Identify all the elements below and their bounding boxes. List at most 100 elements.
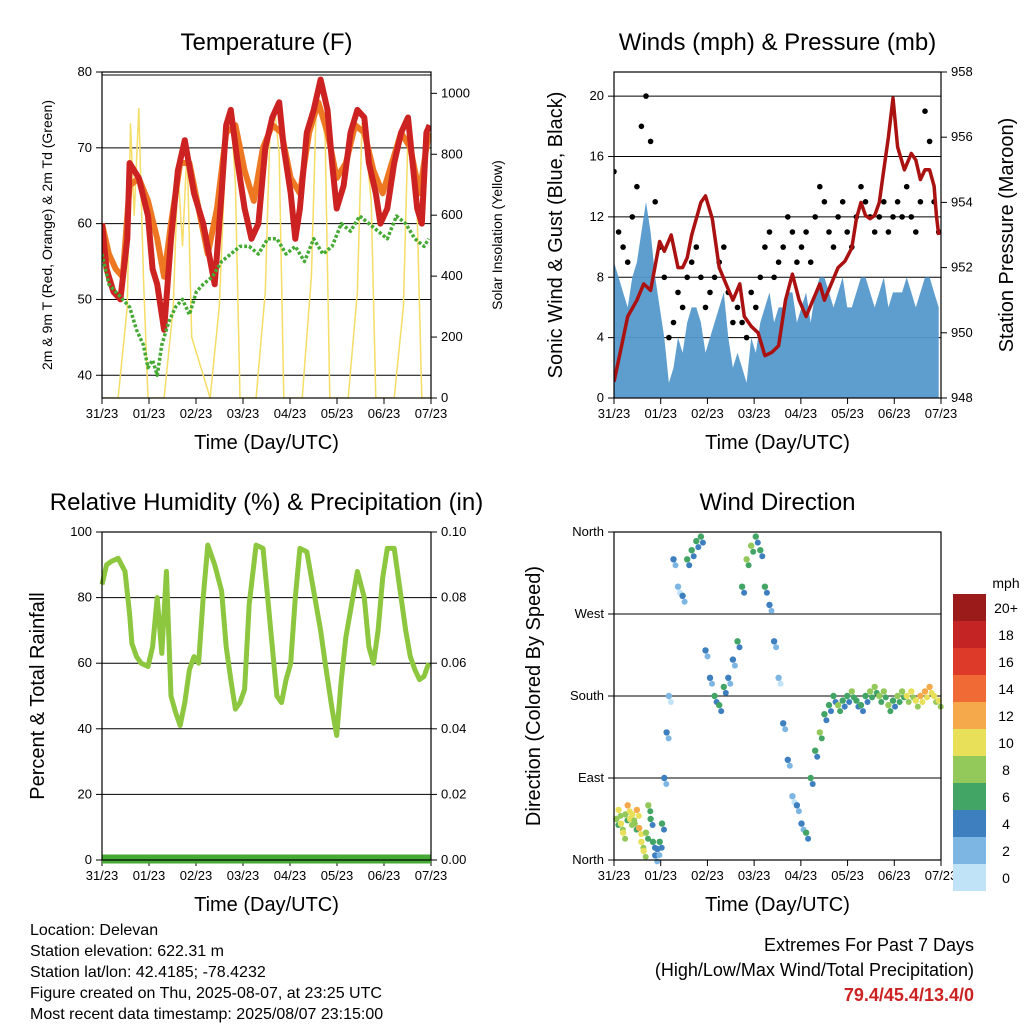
winds-point-gust bbox=[762, 244, 768, 250]
temperature-plot-area bbox=[102, 76, 431, 398]
humidity-xtick-label: 31/23 bbox=[86, 868, 119, 883]
winds-point-gust bbox=[624, 259, 631, 266]
temperature-y2tick-label: 800 bbox=[441, 146, 463, 161]
direction-point bbox=[640, 847, 647, 855]
direction-point bbox=[704, 653, 711, 660]
winds-point-gust bbox=[917, 199, 924, 205]
direction-point bbox=[661, 774, 668, 782]
direction-point bbox=[919, 699, 926, 705]
humidity-ytick-label: 20 bbox=[78, 786, 92, 801]
colorbar-label: 18 bbox=[998, 627, 1014, 643]
winds-point-gust bbox=[862, 199, 869, 205]
humidity-ytick-label: 60 bbox=[78, 655, 92, 670]
temperature-ytick-label: 80 bbox=[78, 64, 92, 79]
direction-point bbox=[624, 802, 631, 809]
winds-point-gust bbox=[670, 319, 677, 326]
winds-point-gust bbox=[661, 274, 668, 281]
humidity-y2tick-label: 0.10 bbox=[441, 524, 466, 539]
direction-ylabel: Direction (Colored By Speed) bbox=[523, 566, 545, 826]
direction-point bbox=[892, 703, 898, 710]
direction-ytick-label: South bbox=[570, 688, 604, 703]
direction-point bbox=[617, 812, 624, 819]
winds-point-gust bbox=[693, 244, 700, 250]
temperature-ylabel: 2m & 9m T (Red, Orange) & 2m Td (Green) bbox=[39, 100, 55, 370]
winds-point-gust bbox=[876, 214, 883, 220]
winds-plot-area bbox=[614, 93, 941, 398]
winds-ytick-label: 20 bbox=[590, 88, 604, 103]
temperature-y2tick-label: 0 bbox=[441, 390, 448, 405]
direction-point bbox=[636, 824, 643, 832]
winds-point-gust bbox=[638, 123, 645, 130]
direction-point bbox=[702, 647, 709, 654]
direction-point bbox=[706, 674, 714, 681]
direction-point bbox=[667, 699, 674, 705]
winds-point-gust bbox=[743, 334, 750, 341]
winds-y2tick-label: 948 bbox=[951, 390, 973, 405]
winds-point-gust bbox=[775, 259, 782, 266]
direction-point bbox=[695, 544, 702, 551]
direction-point bbox=[734, 638, 741, 645]
humidity-ylabel: Percent & Total Rainfall bbox=[27, 592, 49, 800]
winds-point-gust bbox=[620, 244, 626, 250]
direction-series-dir bbox=[613, 533, 944, 865]
direction-title: Wind Direction bbox=[699, 489, 855, 516]
humidity-ytick-label: 80 bbox=[78, 590, 92, 605]
winds-point-gust bbox=[780, 244, 786, 250]
winds-point-gust bbox=[890, 214, 896, 220]
winds-xtick-label: 07/23 bbox=[925, 406, 958, 421]
winds-point-gust bbox=[652, 199, 658, 205]
elevation-text: Station elevation: 622.31 m bbox=[30, 943, 224, 960]
colorbar-label: 8 bbox=[1002, 762, 1010, 778]
winds-point-gust bbox=[789, 229, 796, 235]
direction-point bbox=[743, 556, 750, 563]
winds-point-gust bbox=[922, 108, 928, 114]
direction-point bbox=[914, 703, 921, 710]
direction-point bbox=[880, 688, 887, 695]
winds-ytick-label: 16 bbox=[590, 149, 604, 164]
winds-point-gust bbox=[913, 229, 919, 235]
winds-point-gust bbox=[702, 304, 709, 311]
winds-point-gust bbox=[766, 229, 773, 235]
winds-xtick-label: 01/23 bbox=[644, 406, 677, 421]
winds-point-gust bbox=[839, 199, 846, 205]
direction-point bbox=[622, 835, 629, 842]
direction-point bbox=[629, 811, 636, 818]
direction-point bbox=[638, 838, 645, 845]
winds-y2tick-label: 952 bbox=[951, 260, 973, 275]
temperature-ytick-label: 40 bbox=[78, 367, 92, 382]
direction-point bbox=[860, 708, 866, 715]
temperature-xtick-label: 03/23 bbox=[227, 406, 260, 421]
temperature-plot-border bbox=[101, 71, 432, 399]
direction-point bbox=[656, 852, 663, 859]
direction-point bbox=[693, 537, 700, 545]
winds-point-gust bbox=[871, 229, 878, 235]
direction-point bbox=[686, 562, 693, 569]
direction-point bbox=[782, 726, 789, 733]
direction-point bbox=[866, 688, 874, 695]
direction-xtick-label: 04/23 bbox=[785, 868, 818, 883]
direction-xtick-label: 02/23 bbox=[691, 868, 724, 883]
colorbar-label: 6 bbox=[1002, 789, 1010, 805]
extremes-subtitle: (High/Low/Max Wind/Total Precipitation) bbox=[654, 960, 974, 980]
direction-point bbox=[809, 781, 816, 787]
direction-point bbox=[853, 697, 860, 704]
direction-ytick-label: East bbox=[578, 770, 604, 785]
humidity-plot-border bbox=[101, 531, 432, 861]
winds-point-gust bbox=[629, 214, 636, 220]
winds-point-gust bbox=[748, 289, 754, 296]
direction-point bbox=[681, 598, 688, 605]
winds-point-gust bbox=[688, 259, 695, 266]
temperature-y2tick-label: 400 bbox=[441, 268, 463, 283]
winds-point-gust bbox=[711, 274, 718, 281]
colorbar-swatch bbox=[953, 729, 986, 756]
temperature-ytick-label: 70 bbox=[78, 140, 92, 155]
winds-y2label: Station Pressure (Maroon) bbox=[996, 118, 1018, 353]
direction-xtick-label: 05/23 bbox=[831, 868, 864, 883]
humidity-y2tick-label: 0.00 bbox=[441, 852, 466, 867]
direction-point bbox=[844, 692, 851, 700]
direction-point bbox=[748, 542, 755, 549]
direction-point bbox=[661, 826, 667, 833]
winds-point-gust bbox=[926, 138, 933, 145]
direction-point bbox=[684, 556, 691, 563]
winds-point-gust bbox=[899, 214, 905, 220]
